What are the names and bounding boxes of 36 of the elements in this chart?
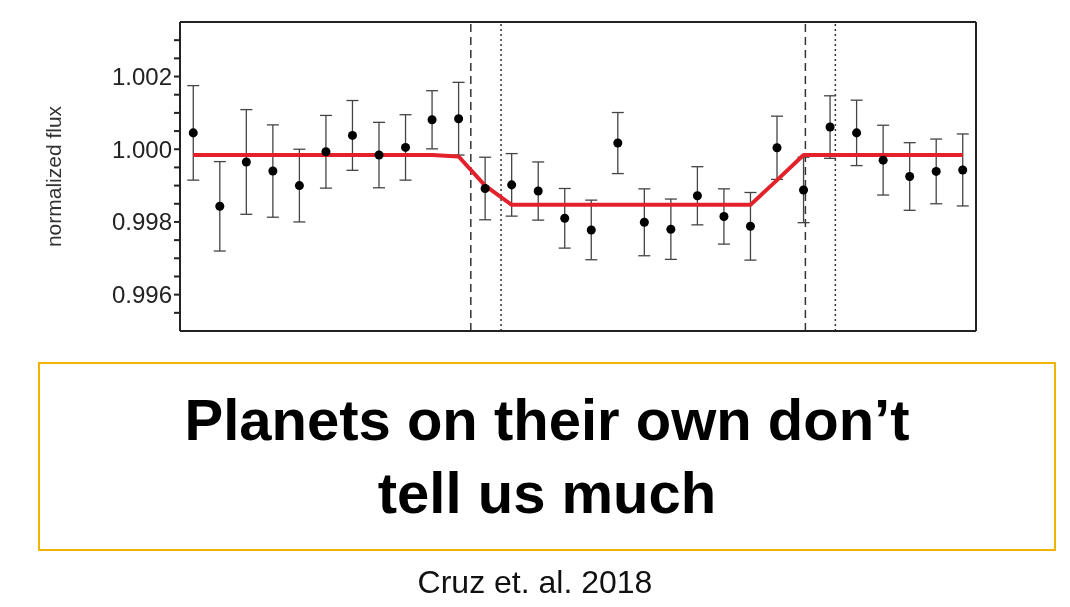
point — [692, 191, 702, 201]
point — [241, 157, 251, 167]
point — [613, 138, 623, 148]
point — [639, 217, 649, 227]
y-tick-label: 0.996 — [111, 281, 172, 309]
point — [666, 224, 676, 234]
text: Planets on their own don’t tell us much — [183, 386, 911, 527]
point — [347, 130, 357, 140]
y-tick-label: 0.998 — [111, 208, 172, 236]
point — [719, 211, 729, 221]
point — [586, 225, 596, 235]
point — [931, 166, 941, 176]
point — [772, 143, 782, 153]
point — [825, 122, 835, 132]
text: Cruz et. al. 2018 — [416, 564, 654, 601]
point — [560, 213, 570, 223]
point — [294, 181, 304, 191]
point — [427, 115, 437, 125]
point — [188, 128, 198, 138]
point — [374, 150, 384, 160]
point — [401, 142, 411, 152]
point — [268, 166, 278, 176]
point — [215, 201, 225, 211]
point — [507, 180, 517, 190]
point — [852, 128, 862, 138]
y-axis-title: normalized flux — [42, 105, 66, 248]
point — [480, 183, 490, 193]
point — [454, 114, 464, 124]
point — [533, 186, 543, 196]
point — [878, 155, 888, 165]
y-tick-label: 1.002 — [111, 63, 172, 91]
point — [321, 147, 331, 157]
point — [905, 171, 915, 182]
point — [745, 221, 755, 231]
y-tick-label: 1.000 — [111, 135, 172, 163]
point — [958, 165, 968, 175]
